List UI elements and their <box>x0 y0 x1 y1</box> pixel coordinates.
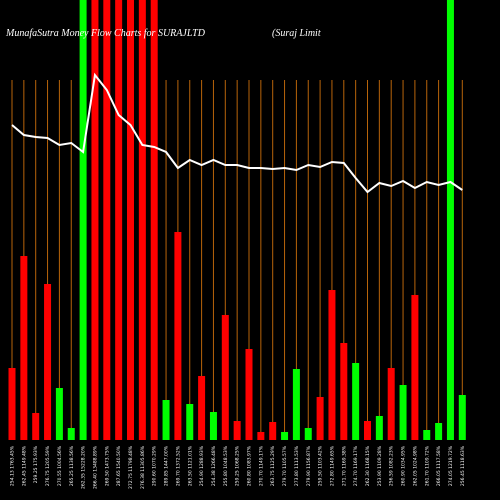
x-tick-label: 276.38 11305.86% <box>140 445 146 489</box>
x-tick-label: 262.45 1149.48% <box>21 445 27 486</box>
bar <box>115 0 123 440</box>
x-tick-label: 265.25 1138.56% <box>69 445 75 486</box>
bar <box>304 428 312 440</box>
x-tick-label: 289.85 1447.00% <box>164 445 170 486</box>
x-tick-label: 269.50 1473.75% <box>104 445 110 486</box>
bar <box>316 397 324 440</box>
x-tick-label: 253.90 1109.28% <box>377 445 383 486</box>
bar <box>387 368 395 440</box>
x-tick-label: 254.38 1266.48% <box>211 445 217 486</box>
x-tick-label: 271.70 1169.38% <box>341 445 347 486</box>
x-tick-label: 254.90 1288.93% <box>199 445 205 486</box>
bar <box>399 385 407 440</box>
bar <box>91 0 99 440</box>
bar <box>292 369 300 440</box>
x-tick-label: 260.80 1083.97% <box>247 445 253 486</box>
bar <box>328 290 336 440</box>
x-tick-label: 262.30 1168.15% <box>365 445 371 486</box>
bar <box>103 0 111 440</box>
bar <box>150 0 158 440</box>
chart-subtitle: (Suraj Limit <box>272 28 321 39</box>
x-tick-label: 263.75 1125.29% <box>270 445 276 486</box>
x-tick-label: 261.70 1109.72% <box>424 445 430 486</box>
bar <box>138 0 146 440</box>
bar <box>8 368 16 440</box>
x-tick-label: 274.05 1219.72% <box>448 445 454 486</box>
x-tick-label: 266.05 1117.58% <box>436 445 442 486</box>
x-tick-label: 270.70 1149.17% <box>258 445 264 486</box>
bar <box>44 284 52 440</box>
x-tick-label: 259.25 1068.25% <box>235 445 241 486</box>
x-tick-label: 256.59 1082.23% <box>389 445 395 486</box>
x-tick-label: 270.55 1004.56% <box>57 445 63 486</box>
chart-title: MunafaSutra Money Flow Charts for SURAJL… <box>5 28 206 39</box>
money-flow-line <box>11 72 463 194</box>
x-tick-label: 279.90 1156.87% <box>306 445 312 486</box>
x-tick-label: 262.05 1024.98% <box>412 445 418 486</box>
bar <box>67 428 75 440</box>
bar <box>20 256 28 440</box>
bar <box>127 0 134 440</box>
x-tick-label: 272.80 1149.65% <box>329 445 335 486</box>
x-tick-label: 254.13 1763.45% <box>10 445 16 486</box>
x-tick-label: 290.60 1070.29% <box>152 445 158 486</box>
x-tick-label: 260.90 1034.95% <box>401 445 407 486</box>
x-tick-label: 279.70 1105.57% <box>282 445 288 486</box>
x-tick-label: 266.40 13488.89% <box>92 445 98 489</box>
bar <box>340 343 348 440</box>
bar <box>209 412 217 440</box>
bar <box>435 423 443 440</box>
x-tick-label: 259.25 175.93% <box>33 445 39 483</box>
bar <box>411 295 419 440</box>
x-tick-label: 273.80 1113.53% <box>294 445 300 486</box>
x-tick-label: 255.80 1048.53% <box>223 445 229 486</box>
bar <box>32 413 40 440</box>
bar <box>446 0 454 440</box>
bar <box>55 388 63 440</box>
x-tick-label: 274.70 1169.17% <box>353 445 359 486</box>
bar <box>174 232 182 440</box>
bar <box>352 363 360 440</box>
bar <box>198 376 206 440</box>
bar <box>245 349 253 440</box>
x-tick-label: 263.50 1121.01% <box>187 445 193 486</box>
x-tick-label: 287.65 1540.50% <box>116 445 122 486</box>
plot: 254.13 1763.45% 262.45 1149.48% 259.25 175… <box>8 0 466 489</box>
x-tick-label: 269.70 1372.52% <box>175 445 181 486</box>
bar <box>257 432 265 440</box>
bar <box>281 432 289 440</box>
bar <box>364 421 371 440</box>
bar <box>458 395 466 440</box>
x-tick-label: 262.35 15228.20% <box>81 445 87 489</box>
bar <box>79 0 87 440</box>
bar <box>233 421 241 440</box>
bar <box>186 404 194 440</box>
bar <box>221 315 229 440</box>
bar <box>269 422 277 440</box>
x-tick-label: 256.45 1118.63% <box>460 445 466 486</box>
bar <box>162 400 170 440</box>
x-tick-label: 272.75 11798.48% <box>128 445 134 489</box>
x-tick-label: 259.50 1103.42% <box>318 445 324 486</box>
bar <box>375 416 383 440</box>
x-tick-label: 276.75 1205.59% <box>45 445 51 486</box>
bar <box>423 430 431 440</box>
